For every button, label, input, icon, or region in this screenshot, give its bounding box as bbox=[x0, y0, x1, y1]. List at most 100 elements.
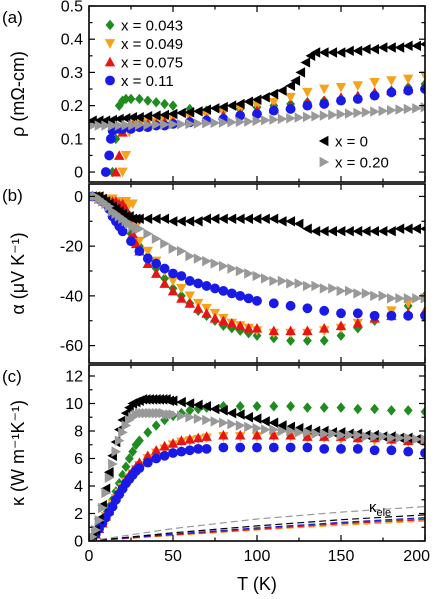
panel-b-point-x-0-11-26 bbox=[285, 300, 296, 311]
panel-b-point-x-0-11-13 bbox=[159, 263, 170, 274]
panel-b-point-x-0-20-44 bbox=[386, 293, 397, 304]
panel-c-point-x-0-075-22 bbox=[201, 431, 212, 441]
panel-a-point-x-0-20-35 bbox=[370, 106, 380, 117]
panel-c-point-x-0-075-27 bbox=[285, 429, 296, 440]
panel-c-point-x-0-20-32 bbox=[235, 420, 246, 431]
panel-a-point-x-0-20-5 bbox=[121, 120, 132, 131]
panel-c-point-x-0-20-7 bbox=[111, 446, 122, 457]
panel-a-point-x-0-043-11 bbox=[185, 103, 195, 115]
panel-a-legend-marker-x-0-20 bbox=[319, 156, 330, 168]
panel-c-ytick-label-5: 10 bbox=[65, 396, 83, 413]
panel-a-point-x-0-1 bbox=[93, 115, 104, 126]
panel-b-point-x-0-32 bbox=[285, 216, 296, 227]
panel-b-series-x-0-20 bbox=[89, 191, 425, 304]
panel-a-point-x-0-11-2 bbox=[105, 133, 116, 144]
panel-c-point-x-0-37 bbox=[277, 420, 287, 431]
panel-c-point-x-0-075-20 bbox=[184, 434, 195, 444]
panel-a-point-x-0-36 bbox=[361, 43, 371, 55]
panel-b-point-x-0-37 bbox=[327, 226, 338, 237]
panel-a-point-x-0-13 bbox=[184, 107, 195, 118]
panel-c-point-x-0-075-26 bbox=[268, 429, 279, 440]
panel-a-point-x-0-16 bbox=[209, 103, 220, 114]
panel-b-point-x-0-24 bbox=[218, 213, 228, 225]
panel-c-point-x-0-11-27 bbox=[285, 442, 296, 453]
panel-a-point-x-0-20-4 bbox=[114, 120, 125, 131]
panel-b-point-x-0-23 bbox=[209, 213, 220, 225]
panel-a-point-x-0-20-8 bbox=[143, 119, 153, 131]
panel-c-point-x-0-11-14 bbox=[134, 463, 145, 474]
panel-a-point-x-0-20-6 bbox=[128, 120, 138, 131]
panel-b-point-x-0-075-21 bbox=[218, 315, 229, 326]
panel-b-point-x-0-11-24 bbox=[252, 295, 262, 306]
panel-c-point-x-0-075-15 bbox=[142, 450, 153, 461]
panel-b-point-x-0-27 bbox=[243, 213, 254, 225]
panel-c-point-x-0-11-19 bbox=[176, 446, 187, 457]
panel-b-point-x-0-34 bbox=[302, 223, 312, 234]
panel-b-point-x-0-30 bbox=[268, 213, 279, 225]
panel-a-ytick-label-4: 0.4 bbox=[61, 32, 83, 49]
panel-a-point-x-0-20-34 bbox=[361, 107, 372, 118]
panel-c-point-x-0-20-38 bbox=[286, 425, 296, 437]
panel-b: 0 -20 -40 -60 (b) α (μV K⁻¹) bbox=[2, 183, 426, 364]
panel-a-legend-label-x-0-043: x = 0.043 bbox=[121, 18, 183, 35]
panel-a-point-x-0-20-38 bbox=[395, 104, 405, 115]
panel-c-point-x-0-36 bbox=[268, 417, 279, 428]
panel-b-point-x-0-28 bbox=[251, 213, 262, 225]
panel-c-ytick-label-3: 6 bbox=[74, 451, 83, 468]
panel-c-point-x-0-043-26 bbox=[269, 401, 279, 412]
panel-c-point-x-0-30 bbox=[218, 405, 228, 416]
panel-c-point-x-0-11-35 bbox=[420, 448, 425, 458]
panel-b-point-x-0-11-30 bbox=[352, 308, 363, 319]
panel-c-point-x-0-20-42 bbox=[319, 428, 330, 439]
panel-a-point-x-0-35 bbox=[352, 45, 363, 57]
panel-a-point-x-0-043-9 bbox=[160, 98, 170, 110]
panel-c-point-x-0-20-2 bbox=[94, 515, 105, 526]
panel-c-point-x-0-35 bbox=[260, 416, 270, 427]
panel-a-point-x-0-049-20 bbox=[352, 81, 363, 91]
panel-b-point-x-0-075-29 bbox=[319, 322, 330, 333]
panel-b-point-x-0-075-10 bbox=[130, 238, 142, 249]
panel-c-point-x-0-25 bbox=[176, 396, 186, 408]
panel-a-point-x-0-39 bbox=[386, 42, 396, 53]
panel-c-point-x-0-20-24 bbox=[168, 409, 179, 420]
panel-b-point-x-0-075-24 bbox=[243, 322, 254, 333]
panel-b-point-x-0-075-23 bbox=[235, 320, 246, 331]
panel-b-point-x-0-11-15 bbox=[176, 271, 187, 281]
panel-a-point-x-0-11-18 bbox=[268, 105, 279, 116]
panel-a-point-x-0-049-16 bbox=[285, 92, 296, 103]
panel-a-point-x-0-12 bbox=[176, 107, 186, 119]
panel-a-point-x-0-049-17 bbox=[302, 87, 313, 98]
panel-b-point-x-0-20-33 bbox=[294, 278, 305, 289]
panel-b-point-x-0-043-25 bbox=[302, 335, 312, 346]
panel-b-point-x-0-20-40 bbox=[353, 288, 363, 299]
panel-b-point-x-0-43 bbox=[377, 226, 388, 237]
panel-c-point-x-0-20-53 bbox=[412, 434, 422, 445]
panel-a-point-x-0-20-15 bbox=[202, 118, 212, 129]
panel-a-point-x-0-049-18 bbox=[319, 84, 330, 95]
panel-b-point-x-0-20-18 bbox=[168, 243, 179, 254]
panel-b-point-x-0-075-25 bbox=[251, 322, 263, 333]
panel-b-point-x-0-20-47 bbox=[412, 293, 422, 304]
panel-a-point-x-0-20-27 bbox=[302, 111, 313, 123]
panel-c-point-x-0-20-31 bbox=[227, 418, 237, 430]
panel-b-point-x-0-20-37 bbox=[328, 283, 338, 294]
panel-c-point-x-0-11-29 bbox=[319, 443, 330, 454]
panel-a-point-x-0-43 bbox=[419, 41, 425, 47]
panel-b-point-x-0-39 bbox=[344, 226, 354, 237]
panel-b-point-x-0-20-16 bbox=[151, 233, 162, 244]
panel-b-point-x-0-20-23 bbox=[210, 258, 221, 269]
panel-a-point-x-0-075-0 bbox=[110, 166, 122, 177]
panel-c-point-x-0-075-23 bbox=[218, 429, 229, 440]
panel-a-point-x-0-11-26 bbox=[403, 85, 414, 96]
panel-a-point-x-0-20-12 bbox=[176, 119, 187, 130]
panel-c-point-x-0-11-30 bbox=[336, 443, 346, 454]
panel-a-point-x-0-11-1 bbox=[104, 150, 115, 161]
panel-c-point-x-0-11-21 bbox=[193, 443, 204, 454]
panel-b-point-x-0-075-14 bbox=[159, 278, 170, 288]
panel-a-legend-marker-x-0-043 bbox=[105, 19, 115, 31]
panel-b-point-x-0-043-27 bbox=[336, 330, 346, 341]
panel-c-point-x-0-20-52 bbox=[403, 432, 414, 444]
panel-b-ytick-label-2: -40 bbox=[60, 288, 83, 305]
panel-c-point-x-0-043-20 bbox=[185, 405, 195, 416]
panel-b-point-x-0-20-5 bbox=[104, 201, 115, 212]
